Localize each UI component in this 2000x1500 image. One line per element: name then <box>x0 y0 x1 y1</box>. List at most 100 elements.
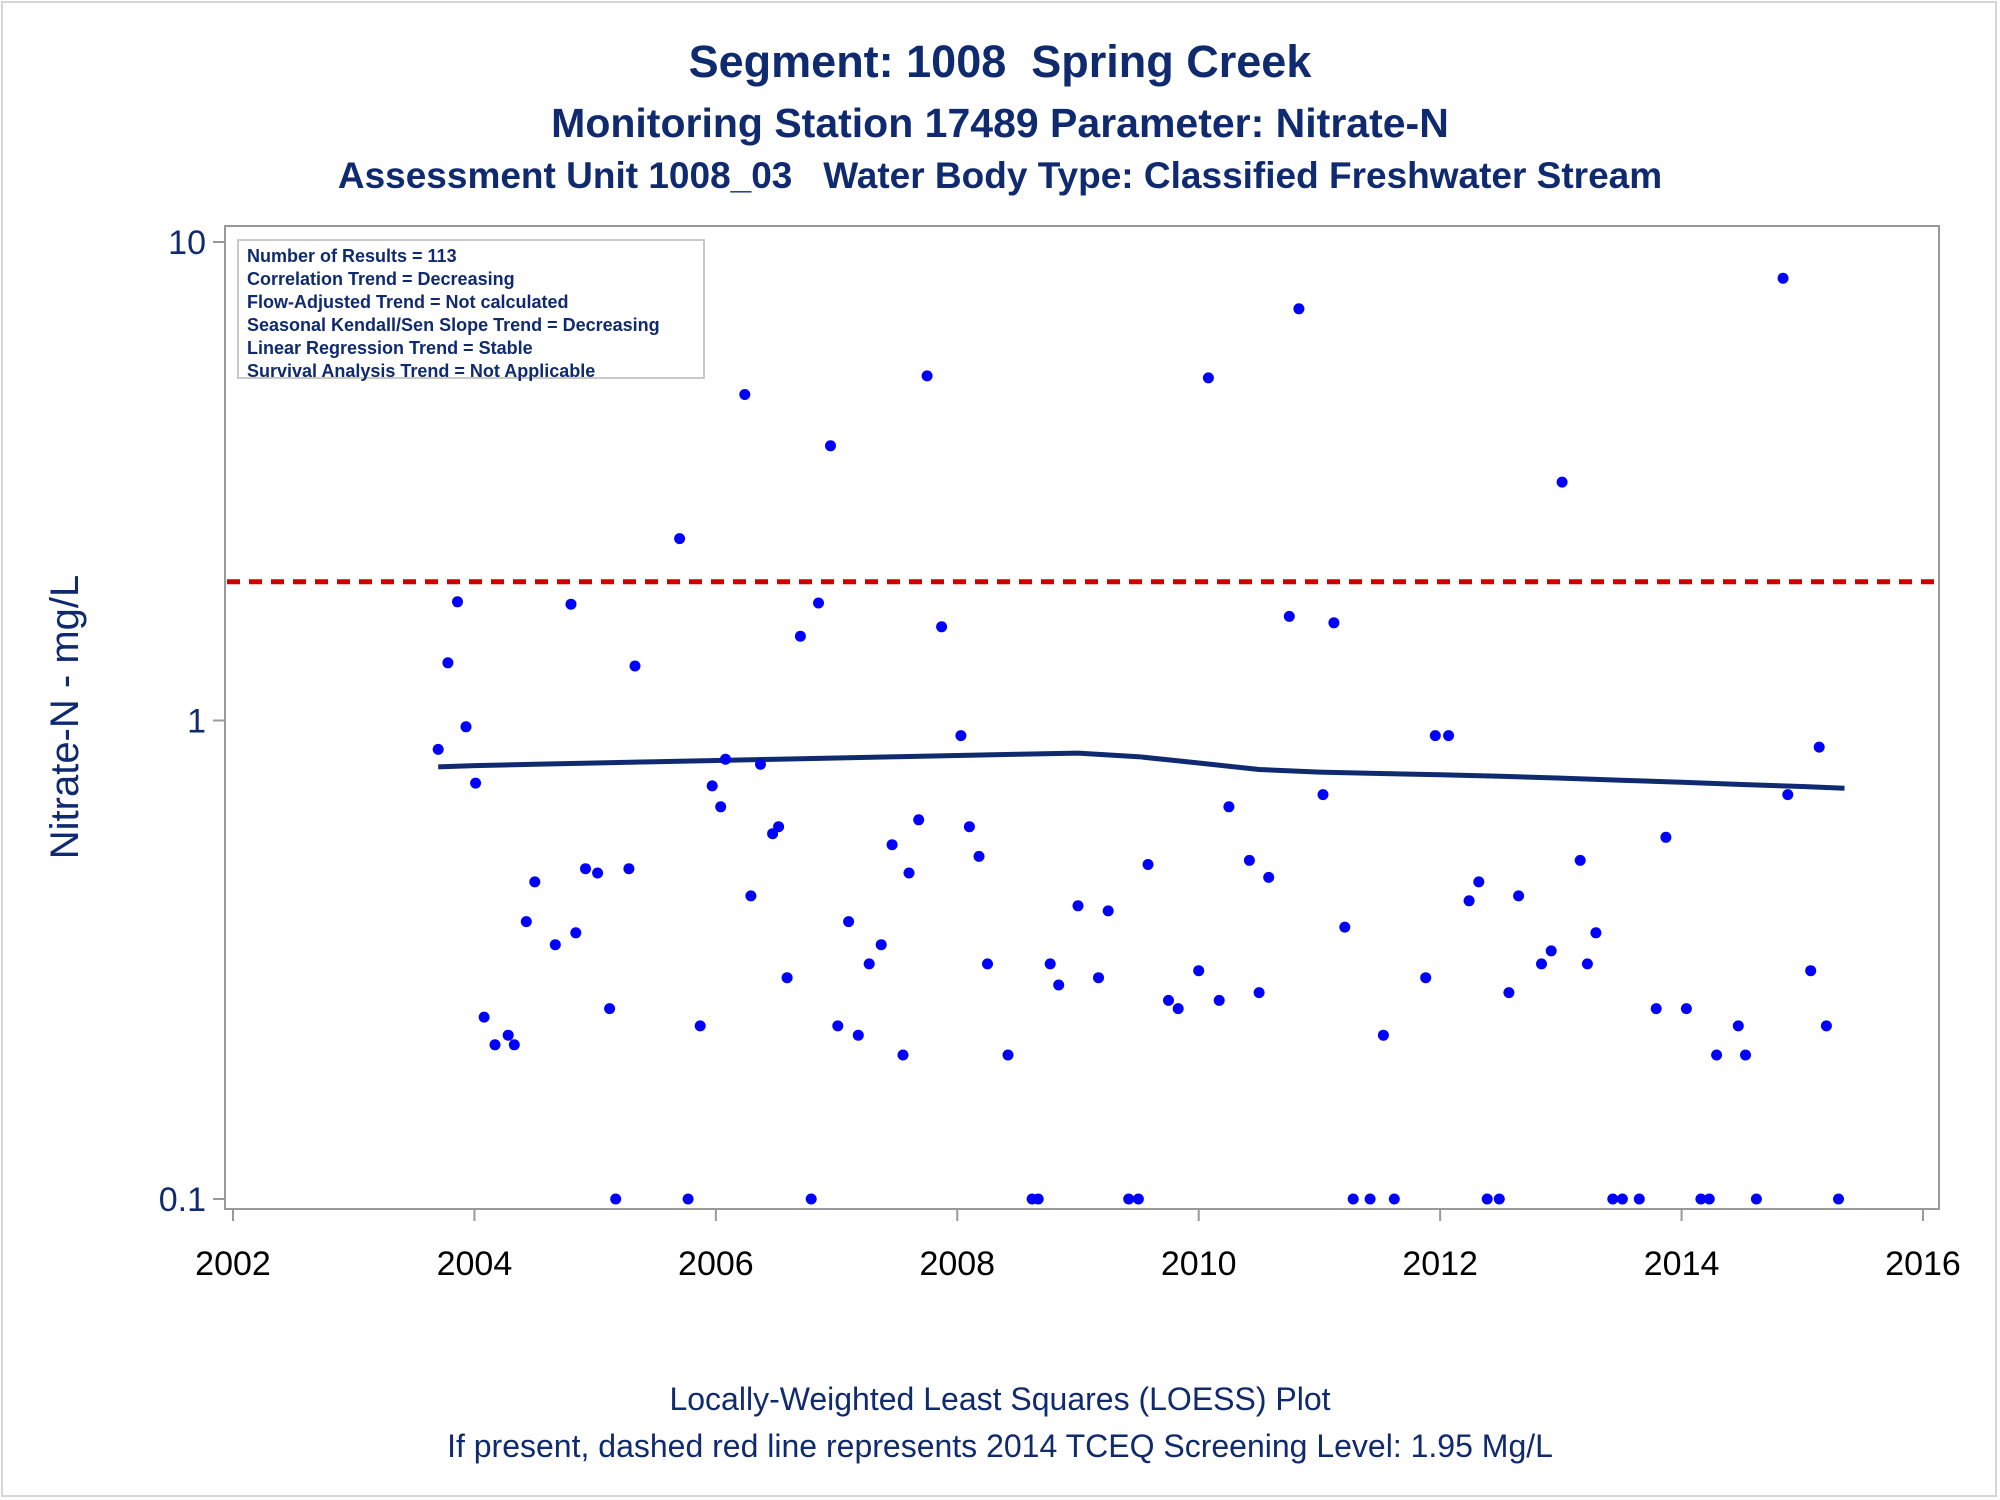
data-point <box>1813 741 1825 753</box>
stat-survival-analysis-trend: Survival Analysis Trend = Not Applicable <box>247 361 596 381</box>
data-point <box>1132 1193 1144 1205</box>
y-axis-label: Nitrate-N - mg/L <box>43 575 87 860</box>
data-point <box>1002 1049 1014 1061</box>
x-tick-label: 2016 <box>1885 1245 1961 1283</box>
data-point <box>1202 372 1214 384</box>
data-point <box>1616 1193 1628 1205</box>
data-point <box>1574 854 1586 866</box>
footnote-loess: Locally-Weighted Least Squares (LOESS) P… <box>669 1381 1331 1417</box>
data-point <box>610 1193 622 1205</box>
data-point <box>973 850 985 862</box>
data-point <box>1223 801 1235 813</box>
data-point <box>1481 1193 1493 1205</box>
data-point <box>1142 859 1154 870</box>
data-point <box>773 821 785 833</box>
x-tick-label: 2006 <box>678 1245 754 1283</box>
data-point <box>1253 987 1265 999</box>
data-point <box>794 630 806 642</box>
x-tick-label: 2008 <box>919 1245 995 1283</box>
data-point <box>1443 730 1455 742</box>
data-point <box>694 1020 706 1032</box>
data-point <box>715 801 727 813</box>
chart-subtitle-assessment: Assessment Unit 1008_03 Water Body Type:… <box>337 155 1663 196</box>
data-point <box>629 660 641 672</box>
stat-linear-regression-trend: Linear Regression Trend = Stable <box>247 338 533 358</box>
data-point <box>1377 1029 1389 1041</box>
data-point <box>982 958 993 970</box>
data-point <box>1429 730 1441 742</box>
data-point <box>863 958 875 970</box>
data-point <box>1163 994 1174 1006</box>
data-point <box>825 440 836 452</box>
data-point <box>478 1011 490 1023</box>
data-point <box>508 1039 520 1051</box>
data-point <box>903 867 915 879</box>
data-point <box>1102 905 1114 917</box>
data-point <box>442 657 454 669</box>
data-point <box>520 916 532 928</box>
data-point <box>1493 1193 1505 1205</box>
data-point <box>1820 1020 1832 1032</box>
data-point <box>1513 890 1525 902</box>
data-point <box>623 863 635 875</box>
x-tick-label: 2002 <box>195 1245 271 1283</box>
data-point <box>1750 1193 1762 1205</box>
data-point <box>1581 958 1593 970</box>
data-point <box>921 370 933 382</box>
y-tick-label: 1 <box>187 703 206 741</box>
data-point <box>1172 1003 1184 1015</box>
y-tick-label: 10 <box>168 224 206 262</box>
data-point <box>1545 945 1557 957</box>
data-point <box>1703 1193 1715 1205</box>
data-point <box>1633 1193 1645 1205</box>
data-point <box>1463 895 1475 907</box>
data-point <box>502 1029 514 1041</box>
x-tick-label: 2014 <box>1644 1245 1720 1283</box>
data-point <box>1805 965 1817 977</box>
data-point <box>1833 1193 1844 1205</box>
trend-statistics-box: Number of Results = 113 Correlation Tren… <box>237 239 705 381</box>
data-point <box>720 753 731 765</box>
data-point <box>897 1049 909 1061</box>
x-tick-label: 2004 <box>437 1245 513 1283</box>
data-point <box>1263 871 1275 883</box>
data-point <box>1420 972 1432 984</box>
data-point <box>460 721 472 733</box>
y-tick-label: 0.1 <box>159 1181 206 1219</box>
data-point <box>875 939 887 951</box>
data-point <box>604 1003 616 1015</box>
data-point <box>739 389 751 400</box>
data-point <box>1317 789 1329 801</box>
chart-title: Segment: 1008 Spring Creek <box>688 36 1312 87</box>
data-point <box>805 1193 817 1205</box>
data-point <box>963 821 975 833</box>
stat-correlation-trend: Correlation Trend = Decreasing <box>247 269 515 289</box>
stat-seasonal-kendall-trend: Seasonal Kendall/Sen Slope Trend = Decre… <box>247 315 660 335</box>
data-point <box>745 890 757 902</box>
data-point <box>832 1020 844 1032</box>
data-point <box>1680 1003 1692 1015</box>
data-point <box>1193 965 1205 977</box>
data-point <box>565 598 577 610</box>
data-point <box>1123 1193 1135 1205</box>
data-point <box>936 621 948 633</box>
data-point <box>1536 958 1547 970</box>
data-point <box>432 743 444 755</box>
data-point <box>1093 972 1104 984</box>
data-point <box>813 597 824 609</box>
data-point <box>886 839 898 851</box>
loess-curve <box>438 750 1845 791</box>
data-point <box>1388 1193 1400 1205</box>
stat-number-of-results: Number of Results = 113 <box>247 246 457 266</box>
data-point <box>755 758 766 770</box>
data-point <box>1293 303 1305 315</box>
data-point <box>1650 1003 1662 1015</box>
data-point <box>549 939 561 951</box>
data-point <box>489 1039 501 1051</box>
data-point <box>1777 272 1789 284</box>
data-point <box>852 1029 864 1041</box>
data-point <box>781 972 793 984</box>
x-tick-label: 2010 <box>1161 1245 1237 1283</box>
data-point <box>682 1193 694 1205</box>
